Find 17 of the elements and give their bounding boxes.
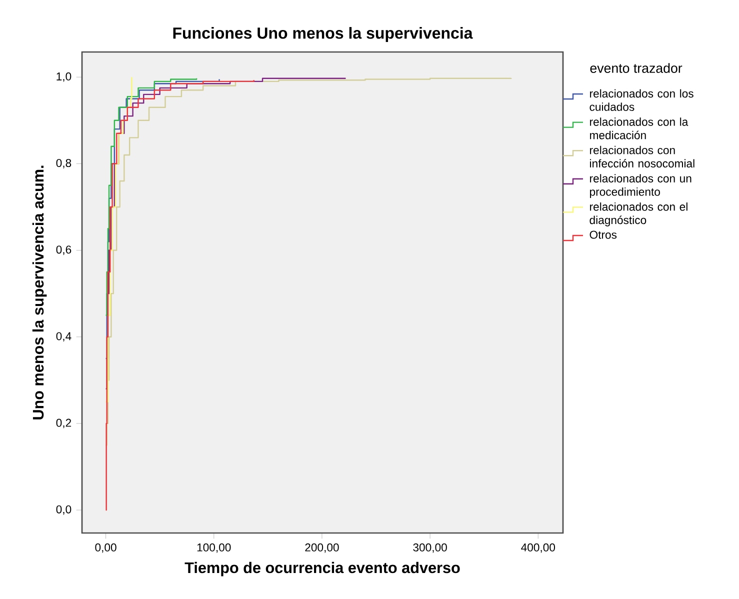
y-tick-label: 0,6 [56,246,72,255]
x-axis-title: Tiempo de ocurrencia evento adverso [184,562,460,576]
y-tick-label: 1,0 [56,72,72,82]
x-tick-label: 300,00 [413,543,447,553]
chart-title: Funciones Uno menos la supervivencia [173,27,473,42]
y-tick-label: 0,2 [56,418,72,428]
x-tick-label: 400,00 [521,543,556,553]
x-tick-label: 0,00 [95,543,116,553]
y-axis-title: Uno menos la supervivencia acum. [32,166,47,420]
x-tick-label: 100,00 [197,543,231,553]
y-tick-label: 0,8 [56,159,72,168]
legend-label: relacionados con el diagnóstico [590,202,688,226]
legend-title: evento trazador [590,63,682,73]
y-tick-label: 0,0 [56,505,72,515]
x-tick-label: 200,00 [305,543,339,553]
legend-label: Otros [590,230,617,239]
y-tick-label: 0,4 [56,332,72,342]
